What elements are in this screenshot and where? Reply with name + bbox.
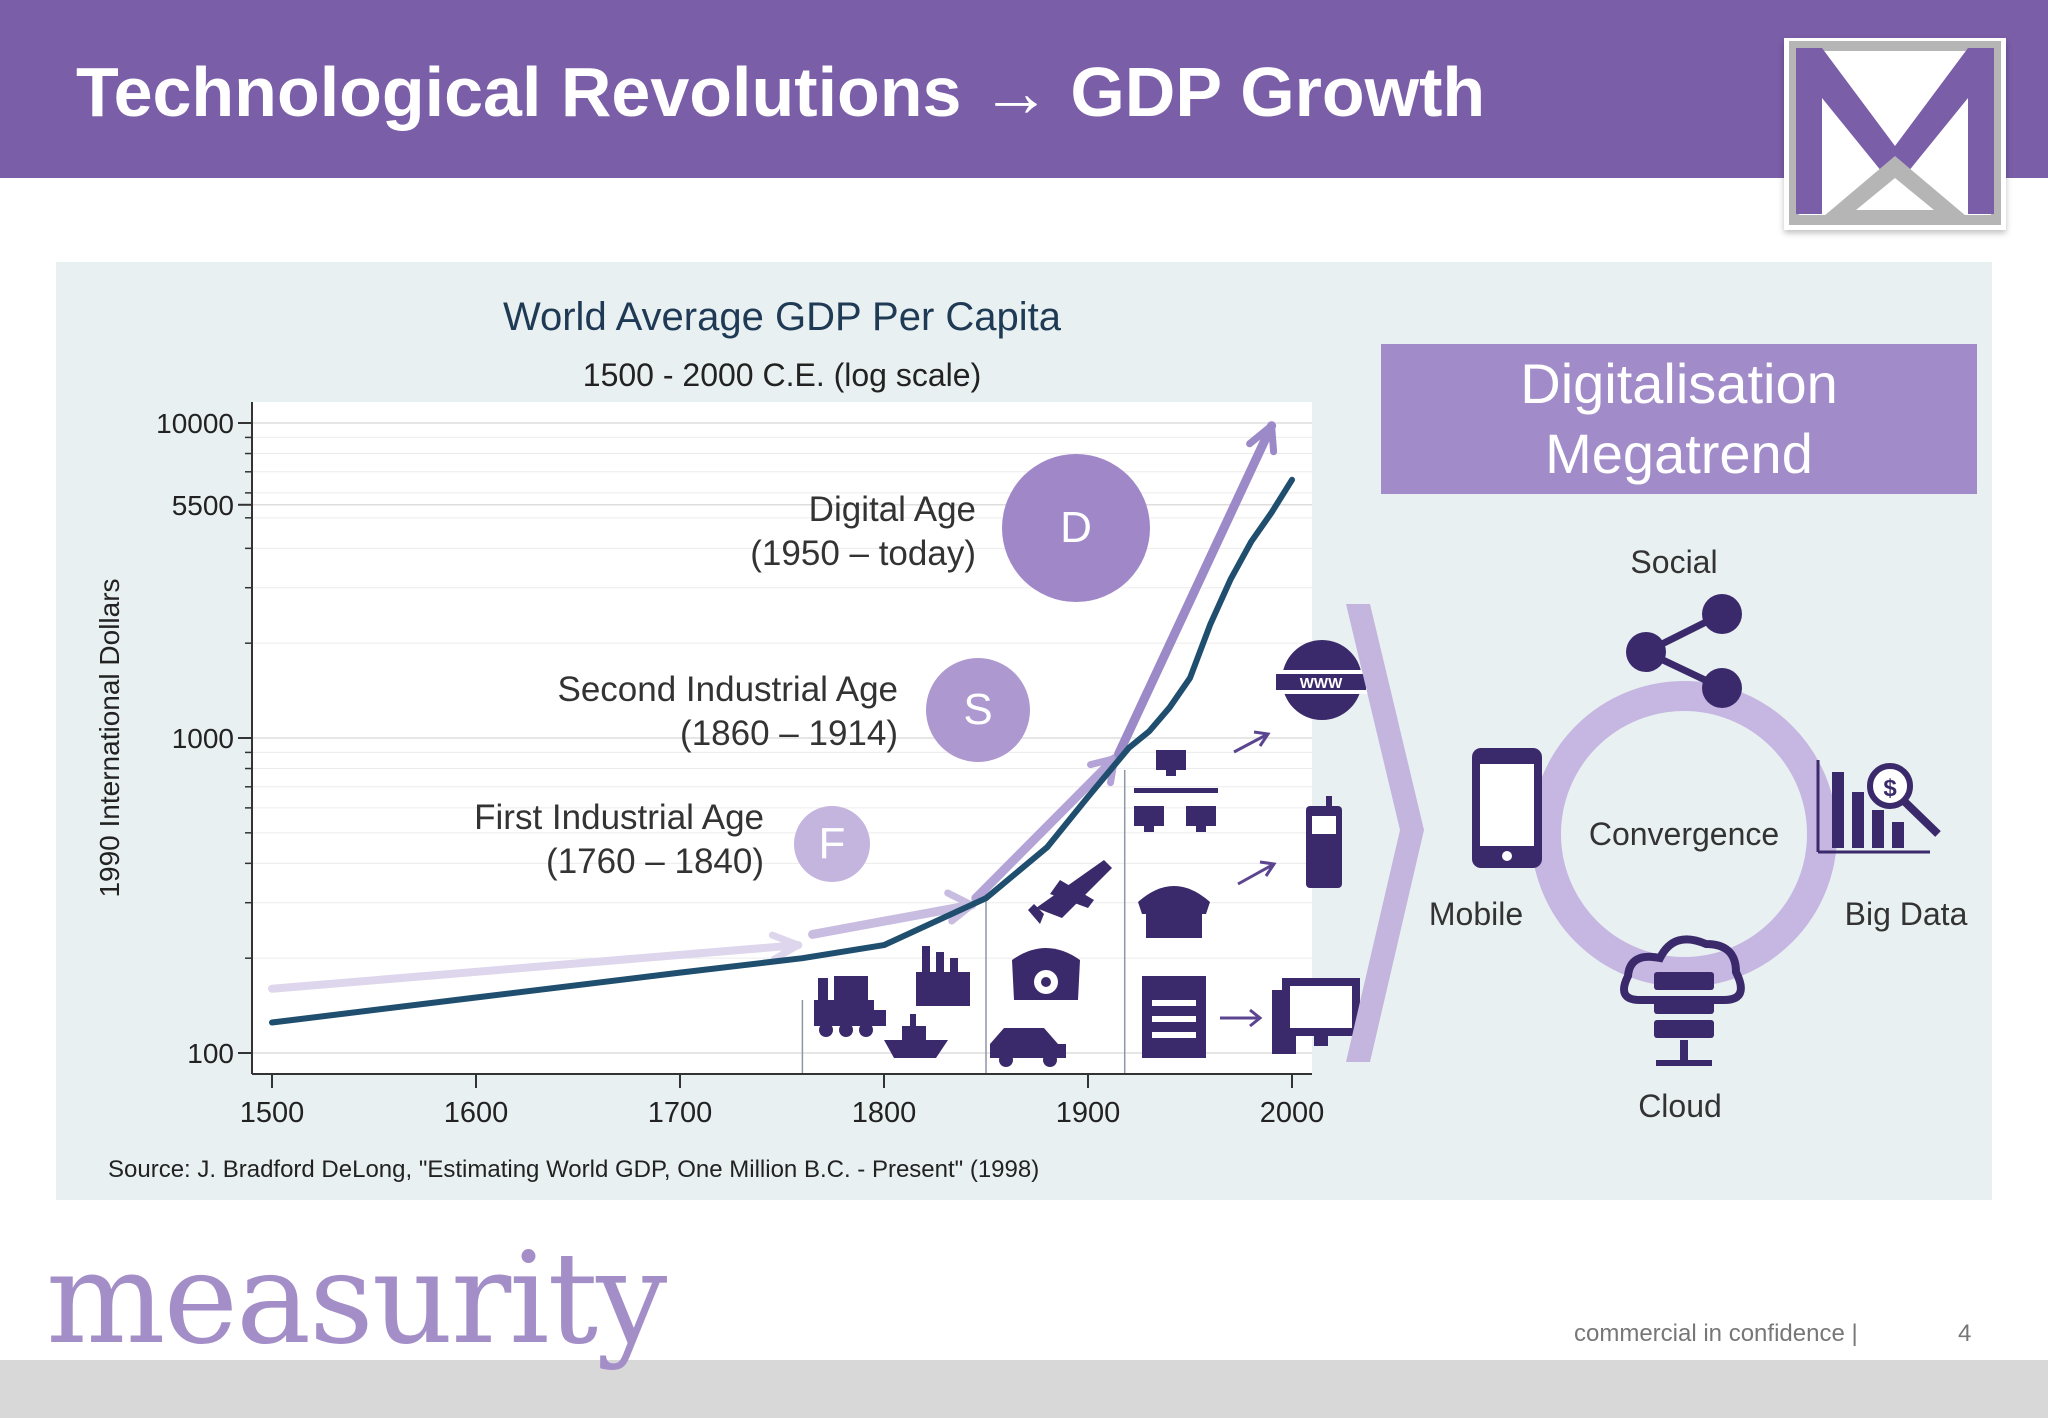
convergence-label: Convergence <box>1588 816 1780 852</box>
header-bar: Technological Revolutions → GDP Growth <box>0 0 2048 178</box>
cloud-label: Cloud <box>1638 1088 1722 1124</box>
slide-title: Technological Revolutions → GDP Growth <box>76 53 1486 131</box>
gdp-point <box>1269 509 1275 515</box>
chevron-separator-icon <box>1346 604 1424 1062</box>
svg-text:WWW: WWW <box>1300 675 1343 692</box>
x-tick-label: 2000 <box>1260 1097 1325 1129</box>
age-name: First Industrial Age <box>474 798 764 837</box>
x-tick-label: 1500 <box>240 1097 305 1129</box>
age-name: Second Industrial Age <box>557 670 898 709</box>
gdp-line <box>269 476 1295 1026</box>
small-arrows <box>1220 730 1277 1028</box>
gdp-point <box>1112 762 1118 768</box>
rotary-phone-icon <box>1012 948 1080 1000</box>
gdp-point <box>799 955 805 961</box>
second-industrial-age-badge: S <box>926 658 1030 762</box>
arrowhead-pre-industrial <box>768 931 802 963</box>
page-number: 4 <box>1958 1320 1972 1347</box>
y-tick-label: 1000 <box>172 723 234 754</box>
gdp-point <box>473 995 479 1001</box>
smartphone-icon <box>1472 748 1542 868</box>
y-tick-label: 5500 <box>172 490 234 521</box>
big-data-label: Big Data <box>1844 896 1968 932</box>
era-dividers <box>801 770 1126 1074</box>
brand-wordmark: measurity <box>46 1225 667 1372</box>
gdp-point <box>1167 704 1173 710</box>
ship-icon <box>884 1014 948 1058</box>
desktop-computer-icon <box>1272 978 1360 1054</box>
y-tick-label: 100 <box>187 1038 234 1069</box>
megatrend-title-box: Digitalisation Megatrend <box>1381 344 1977 494</box>
axes: 100 1000 5500 10000 1500 1600 1700 1800 1900 2000 <box>156 402 1324 1129</box>
arrow-second-industrial <box>971 754 1120 903</box>
steam-train-icon <box>814 976 886 1037</box>
cloud-server-icon <box>1620 935 1745 1066</box>
chart-subtitle: 1500 - 2000 C.E. (log scale) <box>582 357 982 393</box>
gdp-point <box>1248 539 1254 545</box>
gdp-series <box>269 476 1295 1026</box>
mobile-phone-icon <box>1306 796 1342 888</box>
age-period: (1760 – 1840) <box>546 842 764 881</box>
gdp-point <box>1146 728 1152 734</box>
age-label-first-industrial: First Industrial Age (1760 – 1840) <box>364 796 764 884</box>
svg-text:$: $ <box>1883 775 1897 802</box>
arrowhead-digital <box>1246 422 1278 456</box>
megatrend-title-line2: Megatrend <box>1545 422 1813 485</box>
telephone-icon <box>1138 886 1210 938</box>
age-label-digital: Digital Age (1950 – today) <box>652 488 976 576</box>
x-tick-label: 1900 <box>1056 1097 1121 1129</box>
gdp-point <box>1187 675 1193 681</box>
gdp-point <box>983 895 989 901</box>
gdp-point <box>1289 477 1295 483</box>
arrow-digital <box>1114 421 1277 759</box>
x-tick-label: 1800 <box>852 1097 917 1129</box>
arrowhead-second-industrial <box>1087 755 1119 787</box>
gdp-point <box>269 1019 275 1025</box>
network-icon <box>1134 750 1218 832</box>
social-label: Social <box>1630 544 1718 580</box>
gdp-point <box>881 942 887 948</box>
gdp-point <box>677 970 683 976</box>
mobile-label: Mobile <box>1428 896 1524 932</box>
growth-arrows <box>268 421 1278 993</box>
server-cabinet-icon <box>1142 976 1206 1058</box>
megatrend-title-line1: Digitalisation <box>1520 352 1838 415</box>
share-icon <box>1626 594 1742 708</box>
first-industrial-age-badge: F <box>794 806 870 882</box>
gdp-point <box>1228 576 1234 582</box>
chart-source: Source: J. Bradford DeLong, "Estimating … <box>108 1156 1040 1183</box>
chart-title: World Average GDP Per Capita <box>502 295 1062 339</box>
big-data-chart-icon: $ <box>1816 760 1941 854</box>
gdp-point <box>1085 794 1091 800</box>
airplane-icon <box>1028 860 1112 924</box>
arrow-first-industrial <box>808 900 977 939</box>
envelope-logo-icon <box>1789 41 2001 225</box>
factory-icon <box>916 946 970 1006</box>
age-period: (1950 – today) <box>750 534 976 573</box>
car-icon <box>990 1028 1066 1067</box>
confidentiality-notice: commercial in confidence | <box>1574 1320 1858 1347</box>
y-tick-label: 10000 <box>156 408 234 439</box>
gdp-point <box>1044 844 1050 850</box>
age-name: Digital Age <box>808 490 976 529</box>
gdp-point <box>1207 621 1213 627</box>
www-globe-icon: WWW <box>1270 640 1372 720</box>
age-label-second-industrial: Second Industrial Age (1860 – 1914) <box>458 668 898 756</box>
footer-bar <box>0 1360 2048 1418</box>
x-tick-label: 1600 <box>444 1097 509 1129</box>
x-tick-label: 1700 <box>648 1097 713 1129</box>
digital-age-badge: D <box>1002 454 1150 602</box>
age-period: (1860 – 1914) <box>680 714 898 753</box>
gdp-point <box>1126 745 1132 751</box>
arrow-pre-industrial <box>268 941 803 993</box>
company-logo <box>1784 38 2006 230</box>
